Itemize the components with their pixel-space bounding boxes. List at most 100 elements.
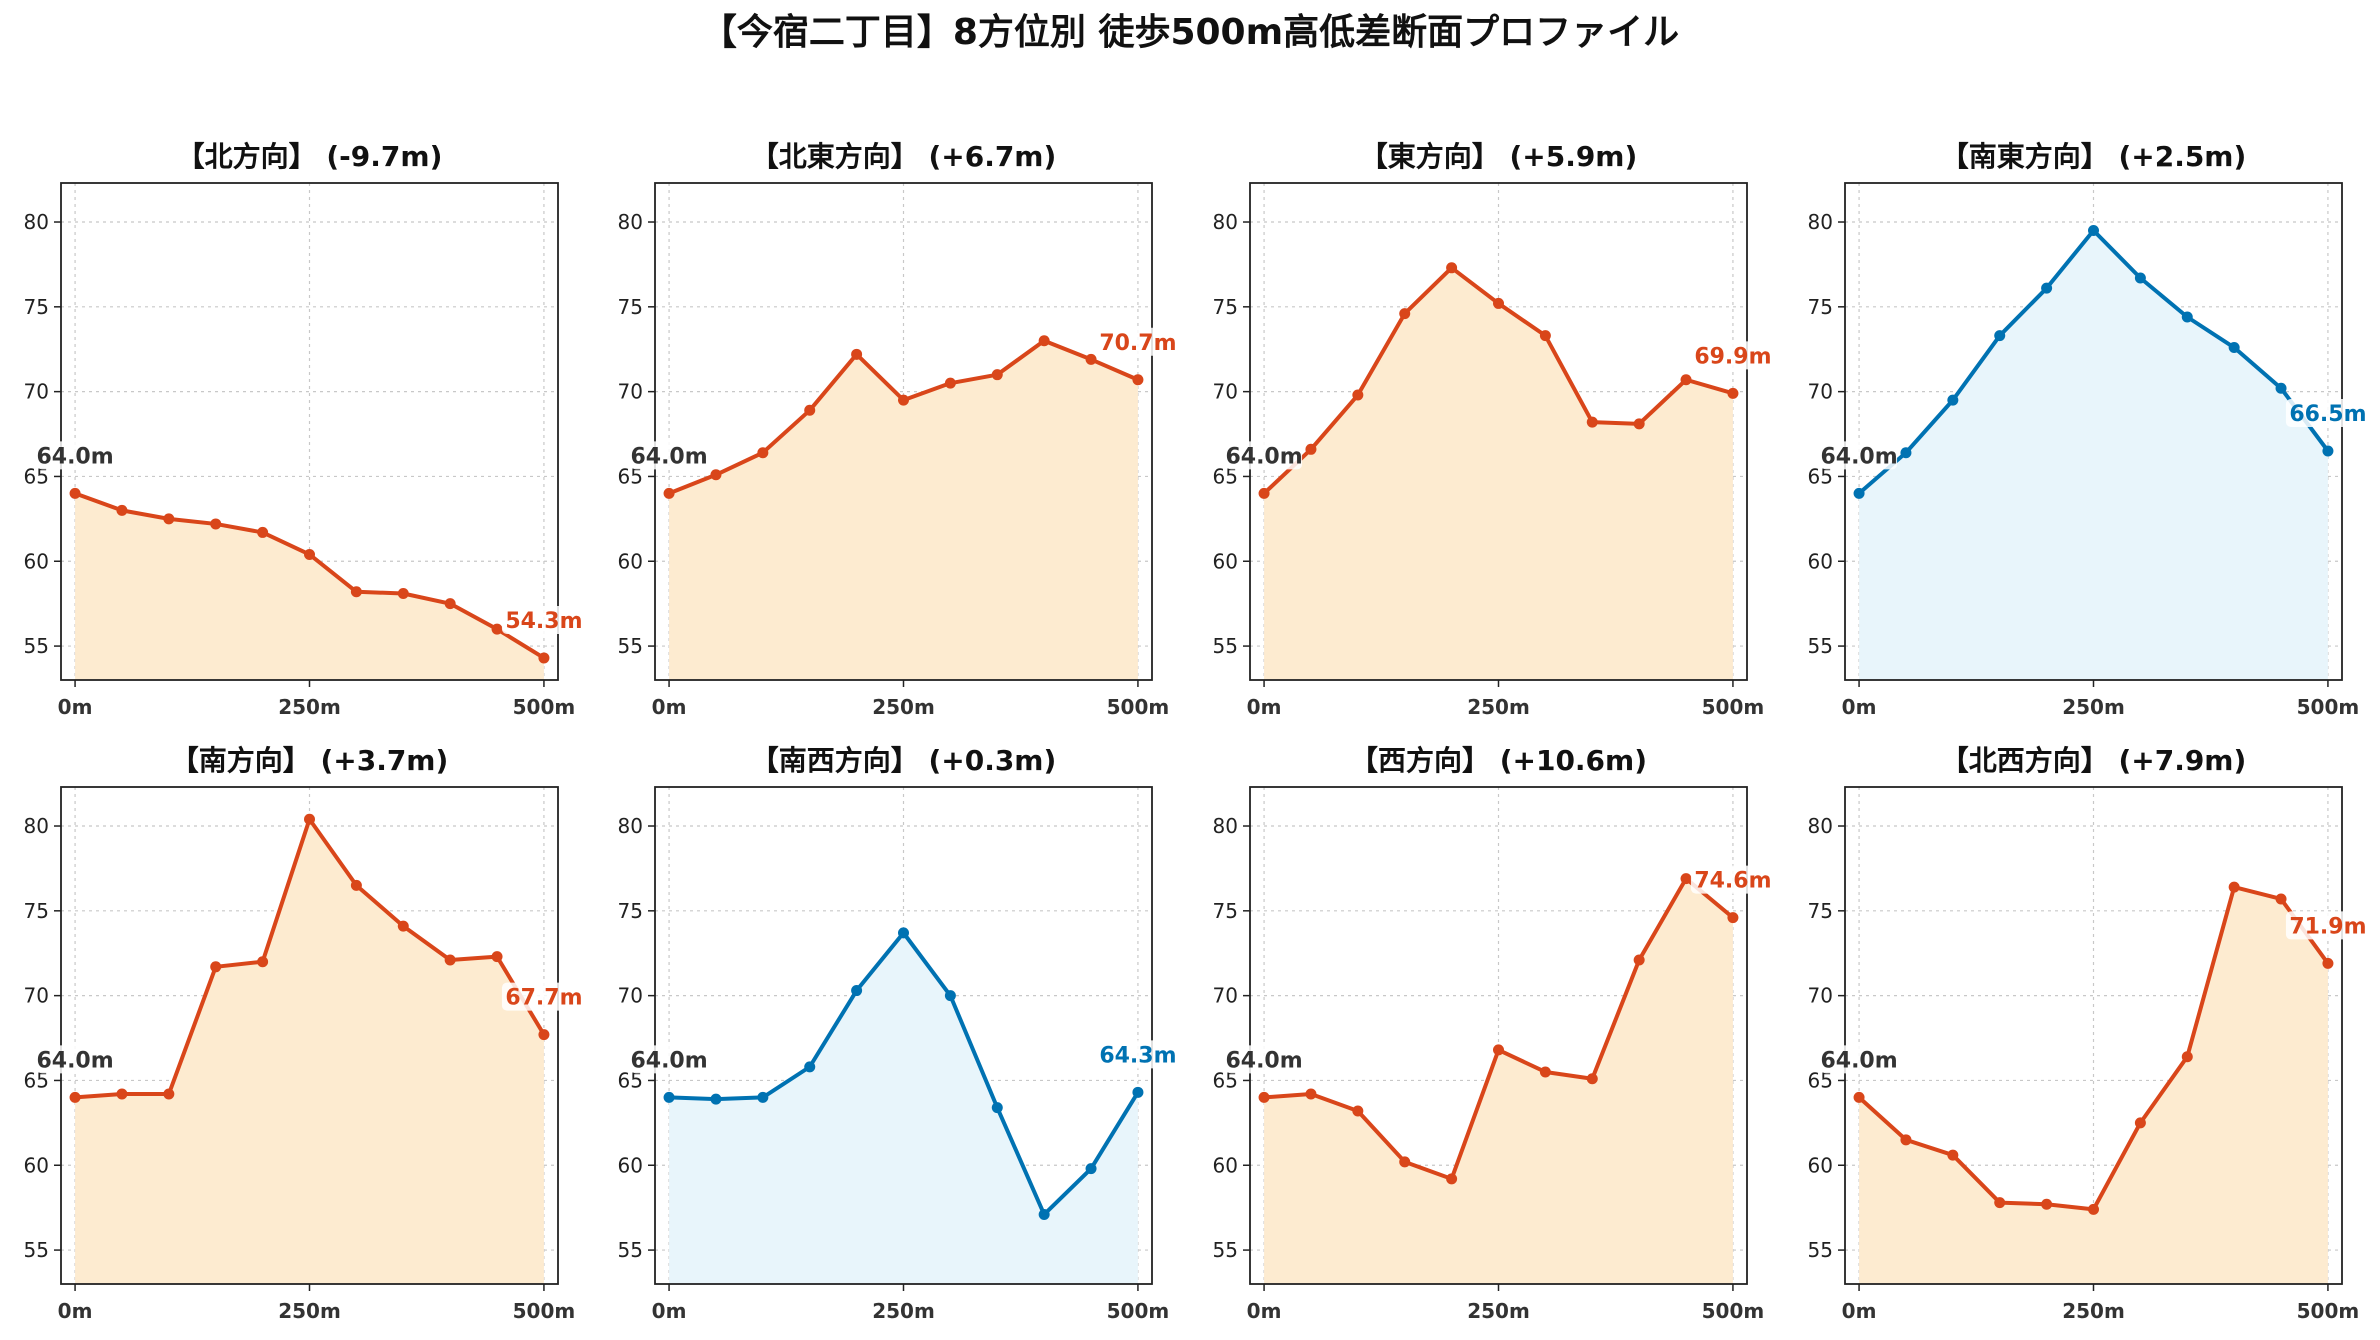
data-point — [2134, 1117, 2146, 1129]
x-tick-label: 250m — [278, 1299, 341, 1323]
data-point — [2181, 1051, 2193, 1063]
end-label-box — [1095, 1040, 1180, 1069]
data-point — [257, 526, 269, 538]
data-point — [2181, 311, 2193, 323]
y-tick-label: 70 — [1213, 380, 1238, 404]
y-tick-label: 70 — [1213, 984, 1238, 1008]
y-tick-label: 80 — [1213, 814, 1238, 838]
y-tick-label: 80 — [618, 814, 643, 838]
start-label: 64.0m — [1225, 1048, 1302, 1073]
data-point — [444, 598, 456, 610]
data-point — [1446, 262, 1458, 274]
data-point — [2322, 957, 2334, 969]
area-fill — [1264, 267, 1733, 680]
y-tick-label: 55 — [618, 634, 643, 658]
data-point — [1258, 1091, 1270, 1103]
x-tick-label: 250m — [2062, 695, 2125, 719]
y-tick-label: 70 — [618, 380, 643, 404]
data-point — [1085, 1163, 1097, 1175]
data-point — [804, 404, 816, 416]
area-fill — [1859, 230, 2328, 680]
y-tick-label: 55 — [618, 1238, 643, 1262]
data-point — [1352, 1105, 1364, 1117]
data-point — [1038, 335, 1050, 347]
data-point — [491, 951, 503, 963]
data-point — [1258, 487, 1270, 499]
x-tick-label: 500m — [1107, 695, 1170, 719]
end-label: 54.3m — [505, 609, 582, 634]
x-tick-label: 0m — [1247, 1299, 1282, 1323]
data-point — [1727, 912, 1739, 924]
area-fill — [1859, 887, 2328, 1284]
data-point — [444, 954, 456, 966]
start-label: 64.0m — [36, 1048, 113, 1073]
data-point — [1305, 1088, 1317, 1100]
end-label: 69.9m — [1694, 344, 1771, 369]
data-point — [2041, 282, 2053, 294]
end-label-box — [1095, 327, 1180, 356]
data-point — [210, 518, 222, 530]
x-tick-label: 250m — [2062, 1299, 2125, 1323]
start-label: 64.0m — [1820, 444, 1897, 469]
data-point — [1727, 387, 1739, 399]
data-point — [1900, 447, 1912, 459]
x-tick-label: 0m — [58, 1299, 93, 1323]
data-point — [2041, 1198, 2053, 1210]
subplot-title: 【北東方向】 (+6.7m) — [751, 140, 1057, 173]
y-tick-label: 70 — [24, 380, 49, 404]
data-point — [2088, 224, 2099, 236]
data-point — [1900, 1134, 1912, 1146]
data-point — [851, 985, 863, 997]
y-tick-label: 60 — [24, 549, 49, 573]
x-tick-label: 0m — [652, 695, 687, 719]
y-tick-label: 80 — [1808, 814, 1833, 838]
data-point — [2228, 881, 2240, 893]
x-tick-label: 500m — [513, 695, 576, 719]
x-tick-label: 250m — [872, 695, 935, 719]
end-label: 64.3m — [1099, 1043, 1176, 1068]
data-point — [851, 348, 863, 360]
data-point — [1853, 1091, 1865, 1103]
data-point — [1352, 389, 1364, 401]
x-tick-label: 0m — [58, 695, 93, 719]
start-label: 64.0m — [36, 444, 113, 469]
y-tick-label: 75 — [1213, 899, 1238, 923]
x-tick-label: 500m — [1702, 695, 1765, 719]
data-point — [1947, 1149, 1959, 1161]
data-point — [991, 369, 1003, 381]
data-point — [1399, 1156, 1411, 1168]
data-point — [163, 513, 175, 525]
x-tick-label: 250m — [872, 1299, 935, 1323]
end-label: 70.7m — [1099, 331, 1176, 356]
end-label-box — [2285, 911, 2370, 940]
y-tick-label: 75 — [618, 899, 643, 923]
data-point — [1085, 353, 1097, 365]
y-tick-label: 60 — [1808, 549, 1833, 573]
end-label-box — [1690, 865, 1775, 894]
data-point — [898, 394, 909, 406]
data-point — [257, 956, 269, 968]
data-point — [1633, 954, 1645, 966]
subplot-title: 【西方向】 (+10.6m) — [1350, 744, 1647, 777]
data-point — [991, 1102, 1003, 1114]
y-tick-label: 60 — [1213, 1153, 1238, 1177]
data-point — [350, 879, 362, 891]
y-tick-label: 75 — [618, 295, 643, 319]
data-point — [350, 586, 362, 598]
start-label-box — [631, 1045, 708, 1074]
data-point — [210, 961, 222, 973]
subplot-title: 【東方向】 (+5.9m) — [1360, 140, 1638, 173]
start-label: 64.0m — [630, 1048, 707, 1073]
start-label: 64.0m — [630, 444, 707, 469]
y-tick-label: 75 — [24, 899, 49, 923]
subplot-title: 【北方向】 (-9.7m) — [177, 140, 443, 173]
data-point — [491, 623, 503, 635]
y-tick-label: 55 — [1213, 1238, 1238, 1262]
data-point — [1994, 1197, 2006, 1209]
data-point — [1446, 1173, 1458, 1185]
data-point — [2322, 445, 2334, 457]
x-tick-label: 250m — [1467, 1299, 1530, 1323]
